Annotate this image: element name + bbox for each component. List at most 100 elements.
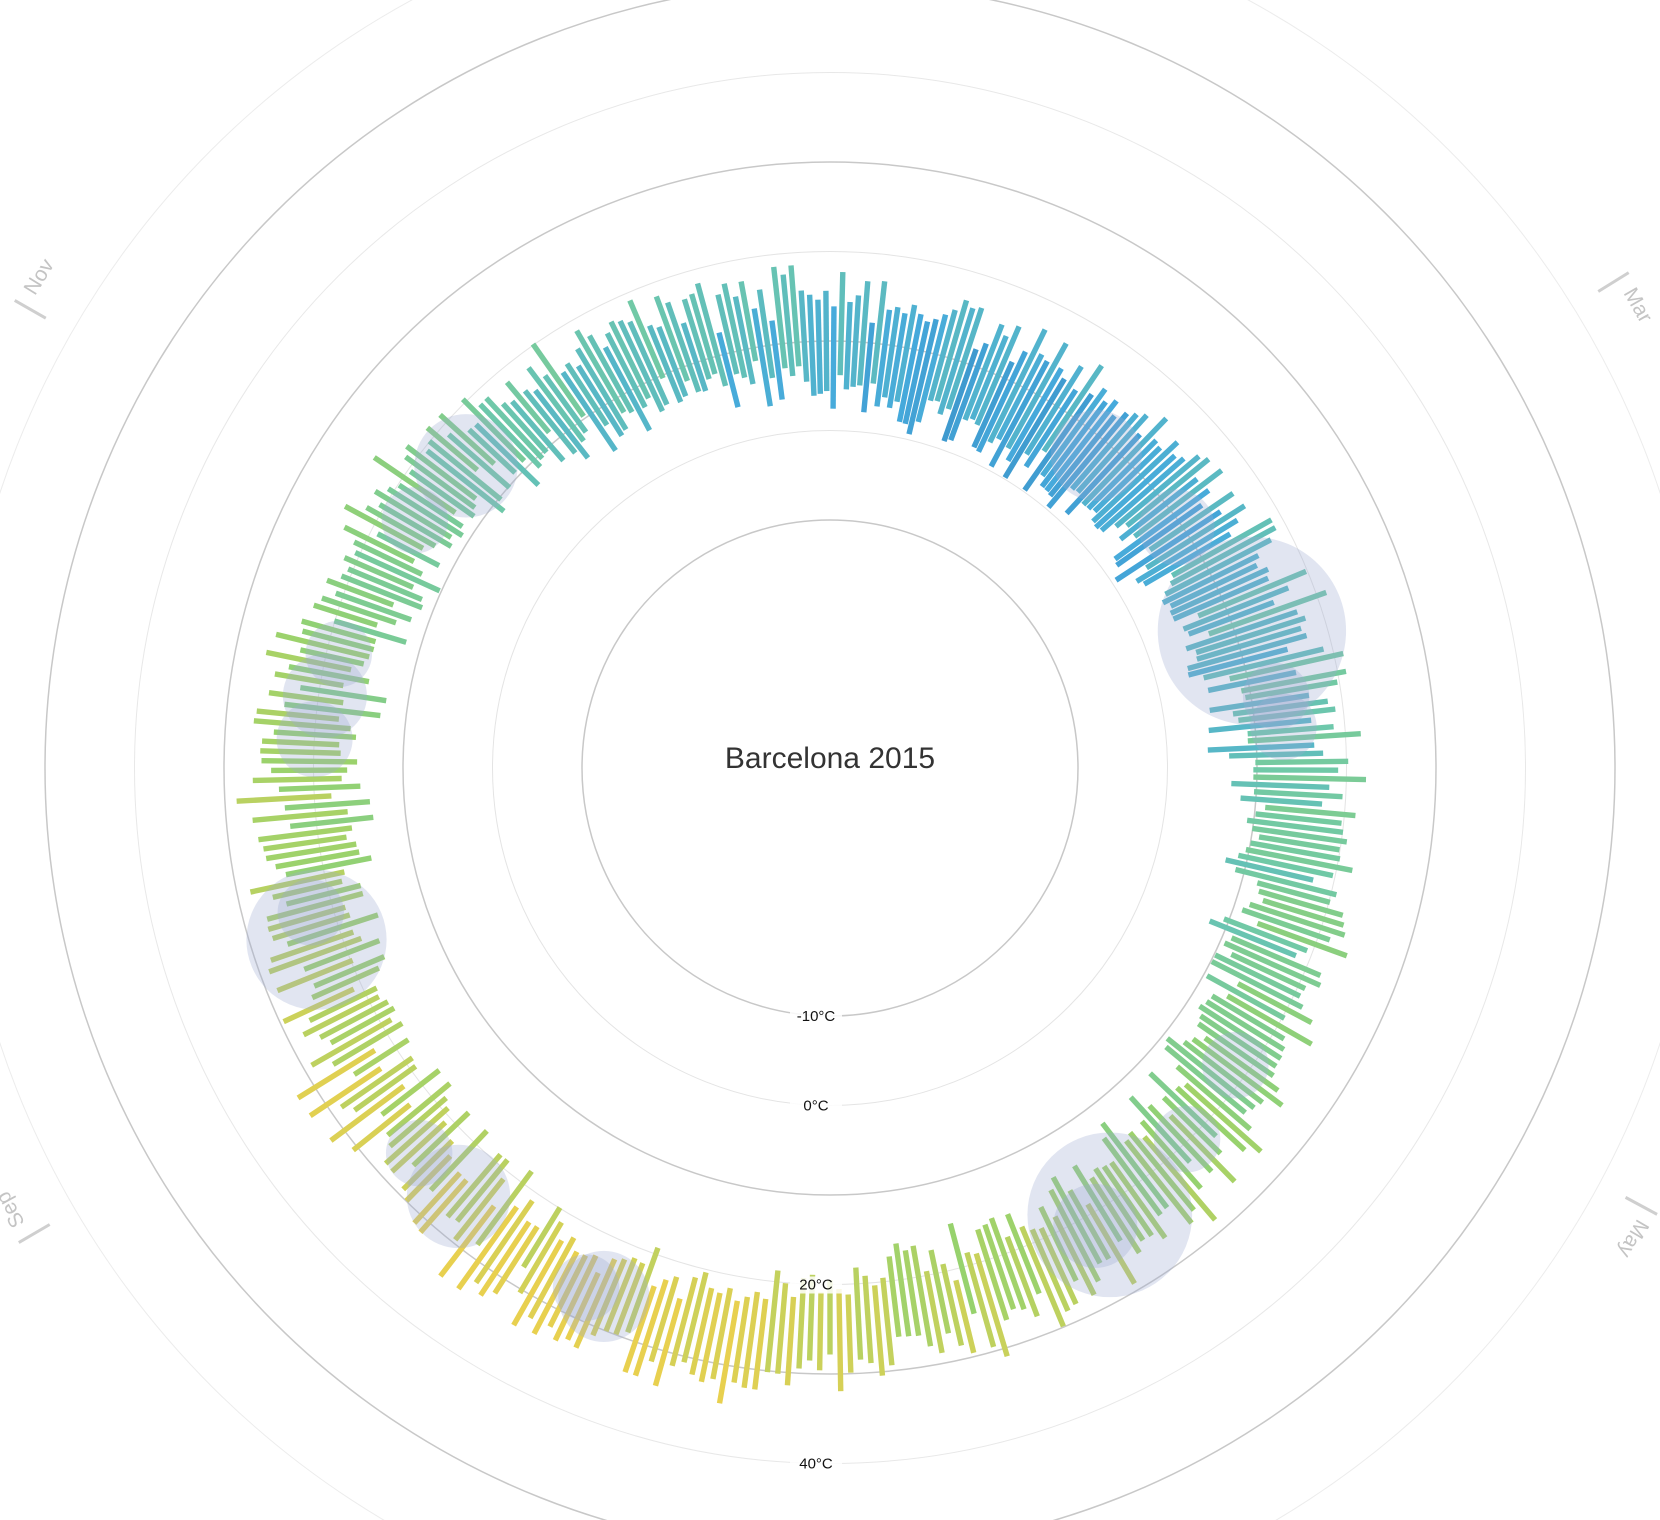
day-bar — [1100, 1121, 1170, 1210]
day-bar — [1004, 1235, 1040, 1318]
day-bar — [915, 313, 949, 423]
day-bar — [1209, 692, 1310, 714]
day-bar — [971, 360, 1015, 449]
day-bar — [282, 986, 355, 1025]
day-bar — [893, 1243, 912, 1337]
day-bar — [1256, 880, 1331, 905]
radial-tick-label-bg — [790, 1097, 842, 1115]
day-bar — [564, 362, 610, 427]
day-bar — [1205, 973, 1286, 1021]
day-bar — [698, 1292, 723, 1383]
day-bar — [836, 1288, 844, 1392]
day-bar — [1246, 817, 1344, 836]
day-bar — [397, 482, 464, 529]
day-bar — [1223, 916, 1309, 954]
day-bar — [857, 281, 871, 386]
day-bar — [268, 690, 344, 706]
month-label: Nov — [20, 255, 60, 299]
day-bar — [478, 1220, 532, 1297]
day-bar — [299, 647, 365, 667]
day-bar — [1050, 1175, 1103, 1265]
precipitation-circle — [381, 487, 449, 554]
day-bar — [945, 307, 985, 410]
precipitation-circle — [1027, 1132, 1193, 1298]
day-bar — [1091, 440, 1180, 524]
precipitation-circle — [1250, 693, 1317, 761]
radial-tick-label-bg — [790, 1008, 842, 1025]
day-bar — [1253, 789, 1343, 800]
day-bar — [531, 1250, 580, 1335]
day-bar — [1132, 468, 1224, 539]
day-bar — [780, 274, 796, 377]
day-bar — [1099, 456, 1186, 533]
day-bar — [1208, 717, 1312, 734]
day-bar — [771, 266, 788, 369]
day-bar — [313, 954, 386, 989]
day-bar — [975, 1228, 1010, 1321]
radial-tick-label-bg — [790, 1455, 842, 1473]
chart-title: Barcelona 2015 — [725, 742, 935, 775]
day-bar — [265, 841, 357, 862]
day-bar — [982, 1223, 1017, 1310]
day-bar — [896, 313, 924, 423]
day-bar — [1230, 935, 1322, 978]
day-bar — [1075, 413, 1149, 494]
precipitation-circle — [1053, 1183, 1138, 1268]
day-bar — [716, 1300, 741, 1404]
day-bar — [289, 814, 374, 829]
day-bar — [590, 1258, 628, 1337]
day-bar — [937, 307, 976, 416]
day-bar — [347, 566, 423, 602]
day-bar — [1148, 491, 1235, 553]
day-bar — [386, 486, 464, 538]
day-bar — [947, 1222, 977, 1315]
day-bar — [310, 1017, 393, 1068]
day-bar — [1142, 1135, 1218, 1222]
day-bar — [1064, 432, 1142, 516]
day-bar — [1223, 940, 1322, 988]
month-tick — [1624, 1196, 1658, 1216]
day-bar — [1238, 706, 1336, 724]
day-bar — [351, 1102, 412, 1153]
radial-tick-labels: -10°C 0°C 20°C 40°C — [790, 1008, 842, 1473]
day-bar — [308, 985, 378, 1024]
day-bar — [1161, 1095, 1223, 1156]
day-bar — [334, 590, 413, 623]
day-bar — [1172, 575, 1270, 622]
day-bar — [446, 432, 512, 490]
day-bar — [1147, 1103, 1214, 1174]
day-bar — [510, 399, 566, 463]
day-bar — [353, 539, 424, 577]
day-bar — [886, 312, 908, 409]
radial-tick-label: 40°C — [799, 1456, 833, 1473]
day-bar — [378, 502, 453, 549]
day-bar — [343, 503, 425, 551]
day-bar — [1101, 1136, 1163, 1217]
day-bar — [425, 448, 506, 514]
day-bar — [1175, 1064, 1252, 1132]
day-bar — [373, 488, 453, 540]
day-bar — [974, 325, 1022, 426]
day-bar — [1182, 585, 1290, 632]
day-bar — [1170, 517, 1273, 578]
day-bar — [602, 346, 653, 432]
day-bar — [1256, 920, 1348, 959]
day-bar — [533, 388, 591, 460]
day-bar — [1135, 517, 1239, 584]
day-bar — [603, 1257, 638, 1333]
day-bar — [1213, 952, 1302, 999]
day-bar — [1225, 857, 1314, 883]
day-bar — [331, 1020, 404, 1067]
day-bar — [271, 912, 351, 942]
day-bar — [941, 348, 979, 443]
day-bar — [1231, 780, 1330, 791]
day-bar — [625, 1246, 661, 1334]
day-bar — [1182, 1039, 1265, 1105]
day-bar — [236, 793, 332, 804]
day-bar — [1005, 342, 1069, 450]
day-bar — [1109, 1160, 1168, 1240]
day-bar — [352, 1064, 418, 1113]
day-bar — [1251, 825, 1348, 845]
day-bar — [806, 294, 817, 396]
